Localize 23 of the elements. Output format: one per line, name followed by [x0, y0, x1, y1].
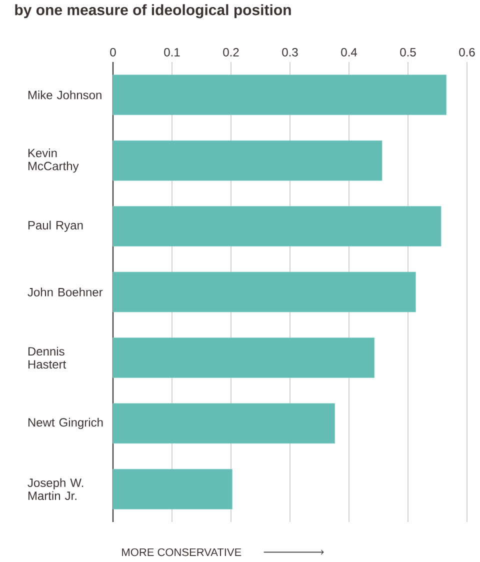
bar	[112, 403, 336, 444]
y-tick-label: John Boehner	[28, 288, 103, 296]
x-tick-label: 0.1	[164, 48, 180, 56]
x-tick-label: 0.5	[400, 48, 416, 56]
bar	[112, 272, 416, 312]
y-tick-label: Mike Johnson	[28, 90, 102, 100]
bar	[112, 74, 447, 116]
x-tick-label: 0.6	[459, 48, 475, 56]
bar	[112, 140, 382, 181]
x-tick-label: 0	[110, 48, 116, 56]
x-tick-label: 0.3	[282, 48, 298, 56]
x-tick-label: 0.2	[223, 48, 239, 56]
x-tick-label: 0.4	[341, 48, 357, 56]
x-axis-title: MORE CONSERVATIVE	[122, 548, 242, 556]
y-tick-label: Kevin McCarthy	[28, 148, 79, 173]
bar	[112, 338, 375, 378]
bar	[112, 468, 232, 510]
y-tick-label: Newt Gingrich	[28, 418, 103, 430]
y-tick-label: Dennis Hastert	[28, 346, 66, 369]
y-tick-label: Joseph W. Martin Jr.	[28, 478, 84, 500]
y-tick-label: Paul Ryan	[28, 220, 83, 232]
chart-title: by one measure of ideological position	[15, 4, 291, 18]
bar	[112, 206, 442, 246]
